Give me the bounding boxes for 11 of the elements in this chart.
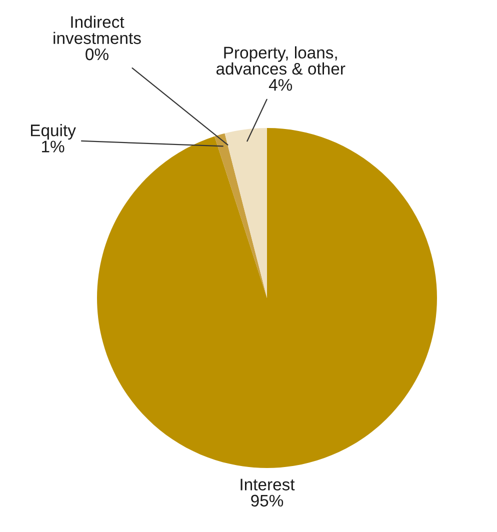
text: 0% <box>86 48 108 60</box>
pie-slice <box>214 133 267 298</box>
pie-slice <box>97 128 437 468</box>
slice-label: Interest <box>240 478 295 490</box>
slice-label: Property, loans, advances & other <box>216 46 346 75</box>
data-label: 4% <box>268 79 292 91</box>
pie-slice <box>224 128 267 298</box>
data-label: 95% <box>251 494 284 507</box>
slice-label: Equity <box>31 124 76 140</box>
data-label: 1% <box>42 140 64 152</box>
category-label: Indirect investments <box>54 16 141 44</box>
